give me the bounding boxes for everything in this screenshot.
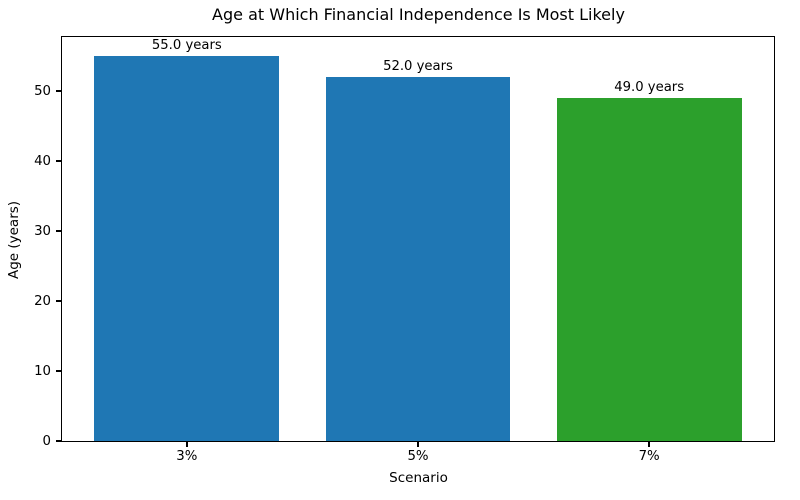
y-tick-mark xyxy=(56,370,61,372)
x-tick-mark xyxy=(417,442,419,447)
y-tick-label: 20 xyxy=(34,293,51,309)
y-tick-label: 50 xyxy=(34,83,51,99)
y-tick-label: 10 xyxy=(34,363,51,379)
y-tick-mark xyxy=(56,440,61,442)
bar-7% xyxy=(556,98,742,441)
x-tick-mark xyxy=(648,442,650,447)
bar-value-label: 55.0 years xyxy=(151,38,222,54)
x-axis-label: Scenario xyxy=(389,470,448,486)
y-tick-label: 30 xyxy=(34,223,51,239)
y-tick-mark xyxy=(56,230,61,232)
y-tick-mark xyxy=(56,300,61,302)
chart-title: Age at Which Financial Independence Is M… xyxy=(212,5,625,24)
x-tick-label: 3% xyxy=(176,449,198,464)
bar-value-label: 49.0 years xyxy=(614,80,685,96)
x-tick-mark xyxy=(186,442,188,447)
bar-value-label: 52.0 years xyxy=(383,59,453,75)
y-tick-mark xyxy=(56,90,61,92)
y-tick-label: 0 xyxy=(42,433,51,449)
plot-area xyxy=(61,36,775,442)
bar-3% xyxy=(94,56,280,441)
x-tick-label: 7% xyxy=(638,449,660,464)
x-tick-label: 5% xyxy=(407,449,429,464)
y-tick-mark xyxy=(56,160,61,162)
y-tick-label: 40 xyxy=(34,153,51,169)
bar-5% xyxy=(325,77,511,441)
